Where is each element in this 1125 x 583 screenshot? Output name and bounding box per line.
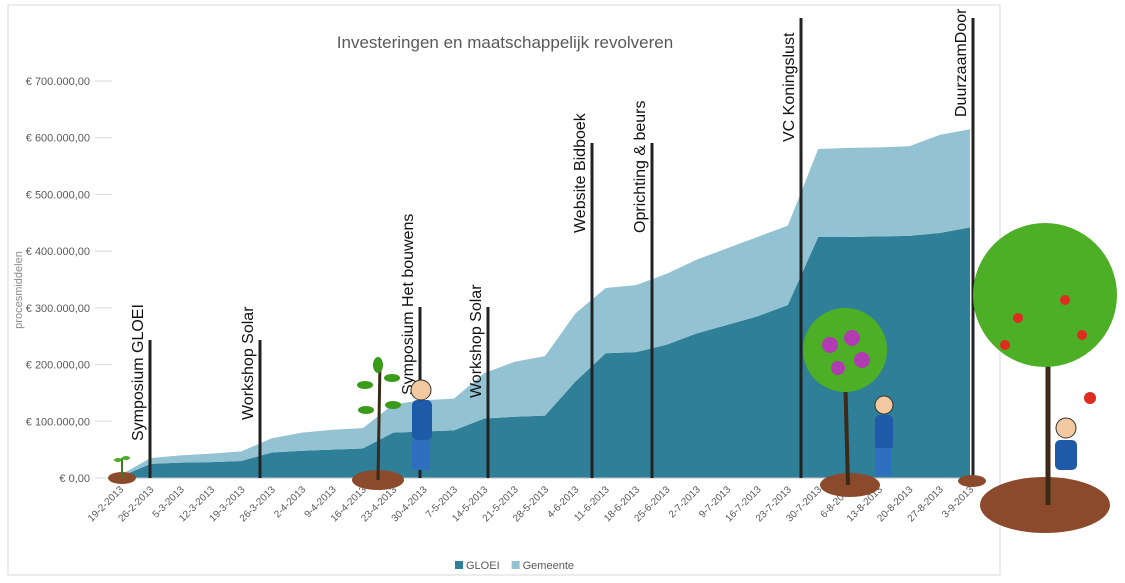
milestone-label: Symposium GLOEI <box>130 304 147 441</box>
milestone-label: VC Koningslust <box>781 32 798 142</box>
chart: Investeringen en maatschappelijk revolve… <box>0 0 1125 583</box>
milestone-label: Symposium Het bouwens <box>400 214 417 395</box>
y-tick-label: € 500.000,00 <box>26 189 90 201</box>
milestone-label: Oprichting & beurs <box>632 100 649 233</box>
milestone-label: DuurzaamDoor <box>953 8 970 117</box>
legend-swatch <box>455 561 463 569</box>
y-tick-label: € 400.000,00 <box>26 246 90 258</box>
milestone-label: Workshop Solar <box>240 306 257 420</box>
y-tick-label: € 600.000,00 <box>26 133 90 145</box>
milestone-label: Website Bidboek <box>572 112 589 233</box>
y-tick-label: € 300.000,00 <box>26 303 90 315</box>
page: Investeringen en maatschappelijk revolve… <box>0 0 1125 583</box>
chart-title: Investeringen en maatschappelijk revolve… <box>337 33 673 52</box>
y-tick-label: € 0,00 <box>59 473 90 485</box>
y-tick-label: € 100.000,00 <box>26 416 90 428</box>
legend-label: Gemeente <box>523 560 574 572</box>
y-tick-label: € 700.000,00 <box>26 76 90 88</box>
legend-swatch <box>512 561 520 569</box>
y-tick-label: € 200.000,00 <box>26 360 90 372</box>
y-axis-label: procesmiddelen <box>13 251 25 329</box>
legend-label: GLOEI <box>466 560 500 572</box>
milestone-label: Workshop Solar <box>468 284 485 398</box>
